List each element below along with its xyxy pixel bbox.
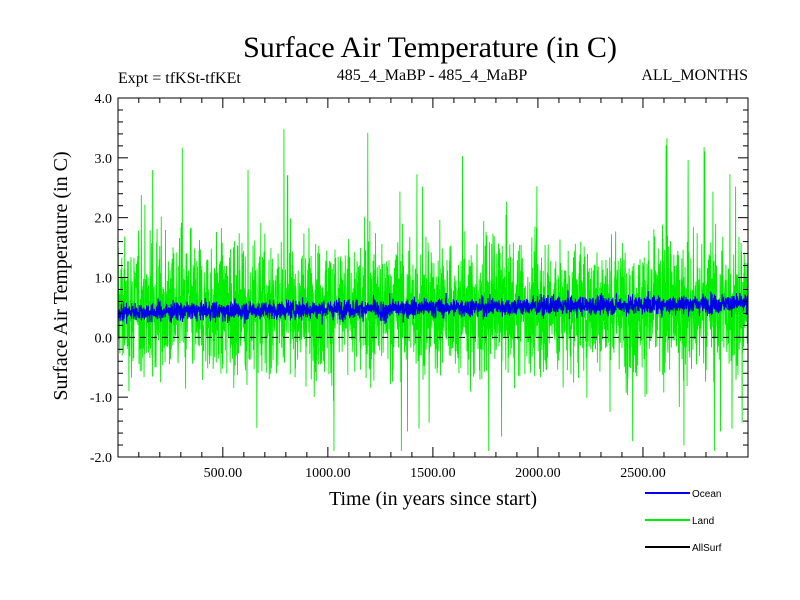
plot-area bbox=[117, 97, 749, 458]
y-tick-label: -1.0 bbox=[90, 391, 112, 406]
legend-allsurf-label: AllSurf bbox=[692, 543, 722, 554]
y-axis: -2.0 -1.0 0.0 1.0 2.0 3.0 4.0 bbox=[90, 92, 748, 466]
chart-title: Surface Air Temperature (in C) bbox=[243, 31, 617, 64]
y-tick-label: 3.0 bbox=[95, 152, 113, 167]
subtitle-months: ALL_MONTHS bbox=[641, 67, 748, 84]
ocean-series-line bbox=[117, 290, 749, 325]
legend: Ocean Land AllSurf bbox=[645, 489, 722, 554]
y-tick-label: 1.0 bbox=[95, 272, 113, 287]
x-tick-label: 1500.00 bbox=[410, 466, 456, 481]
y-tick-label: 2.0 bbox=[95, 212, 113, 227]
y-axis-label: Surface Air Temperature (in C) bbox=[50, 151, 72, 400]
x-tick-label: 500.00 bbox=[204, 466, 243, 481]
y-tick-label: 0.0 bbox=[95, 331, 113, 346]
legend-land-label: Land bbox=[692, 516, 714, 527]
x-axis-label: Time (in years since start) bbox=[329, 488, 537, 510]
land-series bbox=[117, 129, 749, 452]
allsurf-series-line bbox=[117, 299, 748, 316]
ocean-series bbox=[117, 290, 749, 325]
y-tick-label: 4.0 bbox=[95, 92, 113, 107]
x-tick-label: 1000.00 bbox=[305, 466, 351, 481]
x-tick-label: 2500.00 bbox=[620, 466, 666, 481]
x-axis: 500.00 1000.00 1500.00 2000.00 2500.00 bbox=[138, 98, 728, 481]
y-tick-label: -2.0 bbox=[90, 451, 112, 466]
x-tick-label: 2000.00 bbox=[515, 466, 561, 481]
land-series-line bbox=[117, 129, 749, 452]
subtitle-experiment: Expt = tfKSt-tfKEt bbox=[118, 70, 241, 87]
subtitle-comparison: 485_4_MaBP - 485_4_MaBP bbox=[337, 67, 528, 84]
legend-ocean-label: Ocean bbox=[692, 489, 721, 500]
